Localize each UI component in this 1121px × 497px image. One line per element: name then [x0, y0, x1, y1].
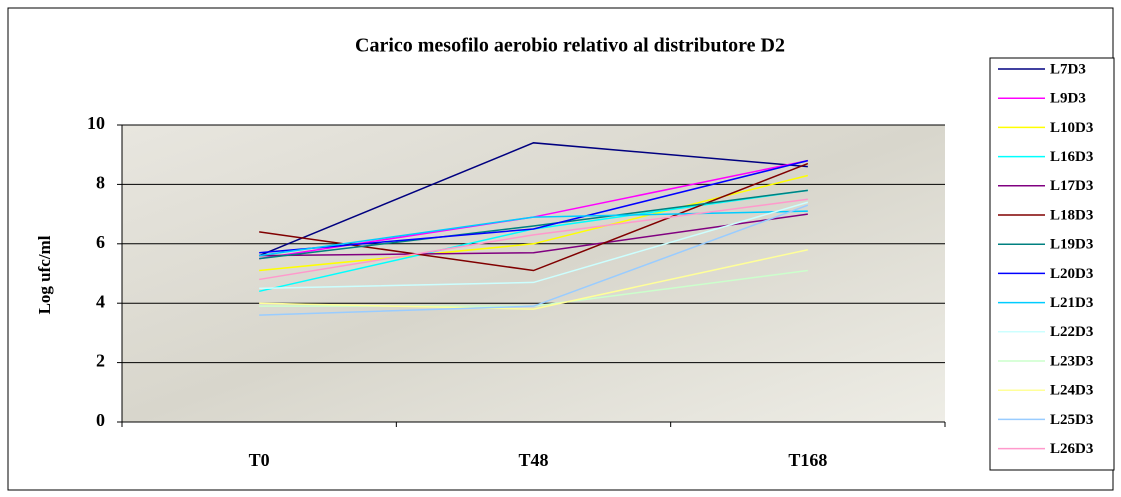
legend-label: L26D3	[1050, 441, 1093, 457]
y-tick-label: 4	[96, 291, 105, 311]
x-tick-label: T168	[788, 450, 827, 470]
legend-label: L7D3	[1050, 61, 1086, 77]
legend-label: L9D3	[1050, 91, 1086, 107]
legend-label: L22D3	[1050, 324, 1093, 340]
legend-label: L24D3	[1050, 383, 1093, 399]
y-tick-label: 0	[96, 410, 105, 430]
y-tick-label: 6	[96, 232, 105, 252]
legend-label: L10D3	[1050, 120, 1093, 136]
y-axis-label: Log ufc/ml	[35, 235, 54, 314]
legend-label: L20D3	[1050, 266, 1093, 282]
legend-label: L16D3	[1050, 149, 1093, 165]
legend-label: L21D3	[1050, 295, 1093, 311]
legend-label: L18D3	[1050, 207, 1093, 223]
plot-background	[122, 125, 945, 422]
y-tick-label: 10	[87, 113, 105, 133]
legend-label: L23D3	[1050, 353, 1093, 369]
legend-label: L25D3	[1050, 412, 1093, 428]
legend-label: L17D3	[1050, 178, 1093, 194]
y-tick-label: 8	[96, 173, 105, 193]
chart-title: Carico mesofilo aerobio relativo al dist…	[355, 35, 785, 57]
legend-label: L19D3	[1050, 237, 1093, 253]
x-tick-label: T0	[249, 450, 270, 470]
chart: Carico mesofilo aerobio relativo al dist…	[0, 0, 1121, 497]
x-tick-label: T48	[518, 450, 548, 470]
y-tick-label: 2	[96, 351, 105, 371]
